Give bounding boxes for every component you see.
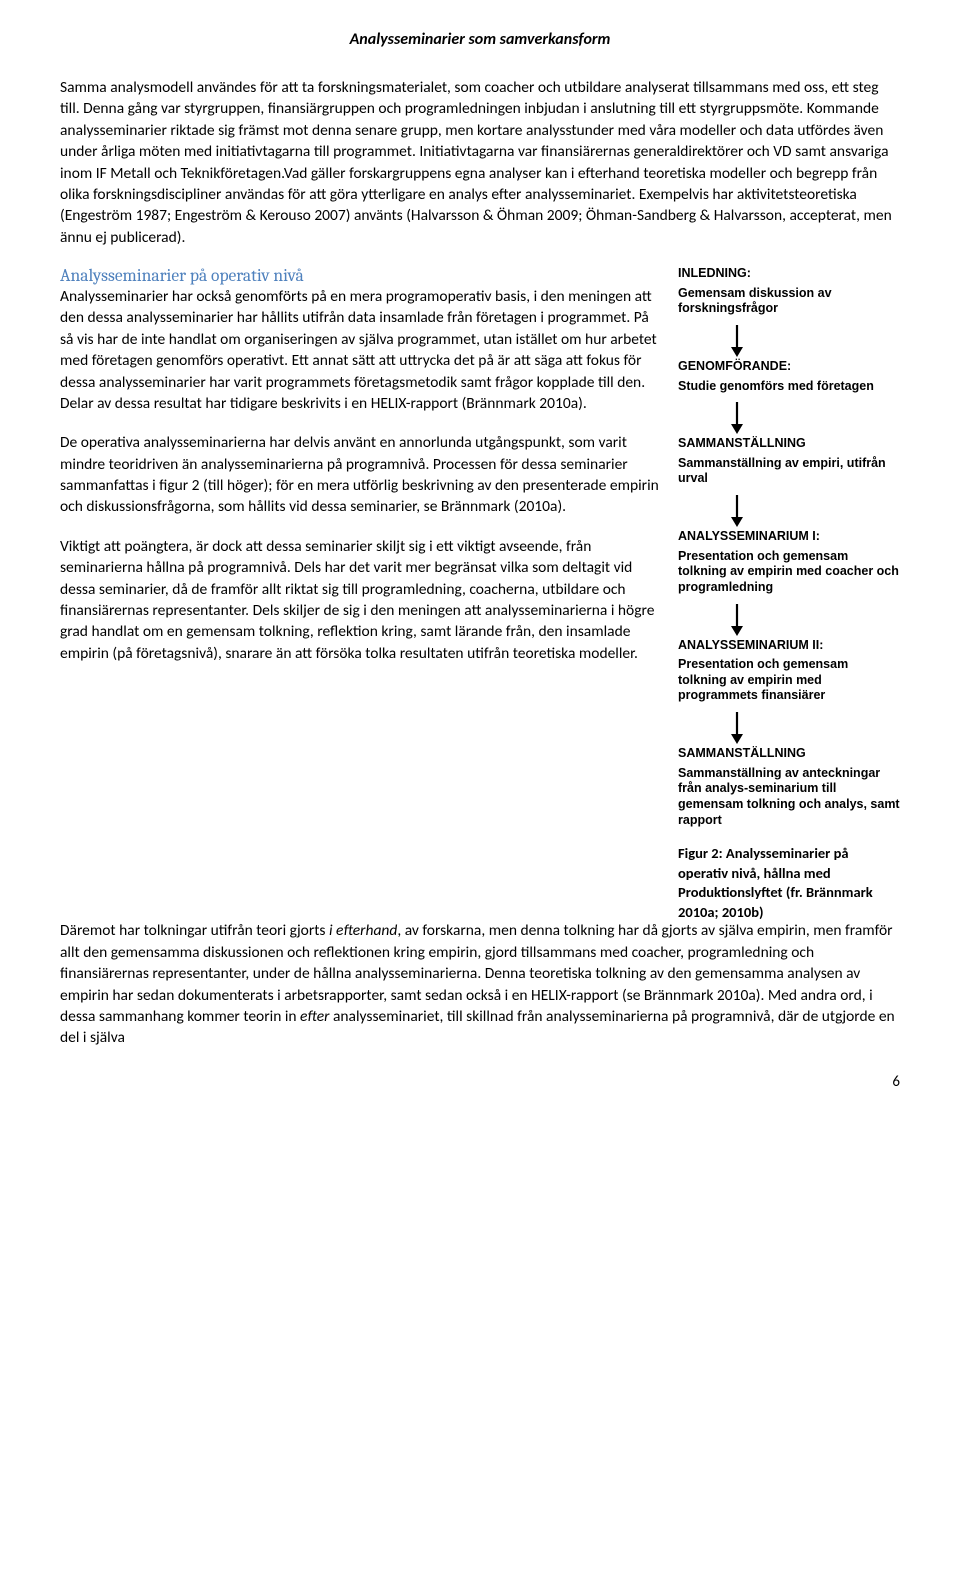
flow-title-6: SAMMANSTÄLLNING bbox=[678, 746, 900, 762]
flow-desc-6: Sammanställning av anteckningar från ana… bbox=[678, 766, 900, 829]
paragraph-5: Däremot har tolkningar utifrån teori gjo… bbox=[60, 920, 900, 1048]
paragraph-4: Viktigt att poängtera, är dock att dessa… bbox=[60, 536, 660, 664]
flow-step-6: SAMMANSTÄLLNING Sammanställning av antec… bbox=[678, 746, 900, 828]
flow-arrow-icon bbox=[678, 710, 900, 746]
p5-italic-1: i efterhand bbox=[329, 921, 397, 940]
flow-step-2: GENOMFÖRANDE: Studie genomförs med föret… bbox=[678, 359, 900, 394]
flow-title-4: ANALYSSEMINARIUM I: bbox=[678, 529, 900, 545]
p5-part-a: Däremot har tolkningar utifrån teori gjo… bbox=[60, 921, 329, 940]
section-heading-operativ: Analysseminarier på operativ nivå bbox=[60, 266, 660, 286]
flow-arrow-icon bbox=[678, 493, 900, 529]
figure-2-caption: Figur 2: Analysseminarier på operativ ni… bbox=[678, 844, 900, 922]
flow-step-5: ANALYSSEMINARIUM II: Presentation och ge… bbox=[678, 638, 900, 705]
flow-desc-2: Studie genomförs med företagen bbox=[678, 379, 900, 395]
flow-desc-1: Gemensam diskussion av forskningsfrågor bbox=[678, 286, 900, 317]
flow-desc-3: Sammanställning av empiri, utifrån urval bbox=[678, 456, 900, 487]
page-header-title: Analysseminarier som samverkansform bbox=[60, 30, 900, 49]
flow-title-3: SAMMANSTÄLLNING bbox=[678, 436, 900, 452]
flow-title-2: GENOMFÖRANDE: bbox=[678, 359, 900, 375]
two-column-layout: Analysseminarier på operativ nivå Analys… bbox=[60, 266, 900, 922]
flow-desc-5: Presentation och gemensam tolkning av em… bbox=[678, 657, 900, 704]
flow-title-5: ANALYSSEMINARIUM II: bbox=[678, 638, 900, 654]
flow-step-3: SAMMANSTÄLLNING Sammanställning av empir… bbox=[678, 436, 900, 487]
page-number: 6 bbox=[60, 1073, 900, 1091]
flow-arrow-icon bbox=[678, 323, 900, 359]
flow-step-4: ANALYSSEMINARIUM I: Presentation och gem… bbox=[678, 529, 900, 596]
flow-arrow-icon bbox=[678, 602, 900, 638]
flow-arrow-icon bbox=[678, 400, 900, 436]
paragraph-3: De operativa analysseminarierna har delv… bbox=[60, 432, 660, 518]
flow-title-1: INLEDNING: bbox=[678, 266, 900, 282]
document-page: Analysseminarier som samverkansform Samm… bbox=[0, 0, 960, 1121]
p5-italic-2: efter bbox=[300, 1007, 329, 1026]
paragraph-1: Samma analysmodell användes för att ta f… bbox=[60, 77, 900, 248]
flow-desc-4: Presentation och gemensam tolkning av em… bbox=[678, 549, 900, 596]
left-column: Analysseminarier på operativ nivå Analys… bbox=[60, 266, 660, 682]
flow-step-1: INLEDNING: Gemensam diskussion av forskn… bbox=[678, 266, 900, 317]
right-column-flowchart: INLEDNING: Gemensam diskussion av forskn… bbox=[678, 266, 900, 922]
paragraph-2: Analysseminarier har också genomförts på… bbox=[60, 286, 660, 414]
